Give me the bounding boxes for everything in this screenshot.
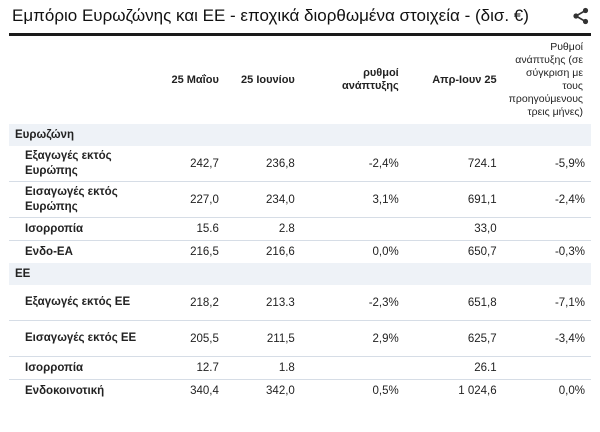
cell: 0,5% (372, 385, 399, 397)
cell: -2,3% (300, 285, 405, 321)
section-title: Ευρωζώνη (9, 124, 591, 146)
cell (300, 356, 405, 380)
cell: -0,3% (554, 246, 585, 258)
table-row: Ενδοκοινοτική 340,4 342,0 0,5% 1 024,6 0… (9, 380, 591, 403)
cell: -2,4% (502, 181, 591, 218)
table-row: Εισαγωγές εκτός ΕΕ 205,5 211,5 2,9% 625,… (9, 320, 591, 357)
cell: 340,4 (190, 385, 219, 397)
cell: 234,0 (224, 181, 301, 218)
column-header (9, 36, 147, 124)
cell: 236,8 (224, 146, 301, 182)
row-label: Εισαγωγές εκτός Ευρώπης (9, 181, 147, 218)
trade-table: 25 Μαΐου 25 Ιουνίου ρυθμοί ανάπτυξης Απρ… (9, 36, 591, 402)
cell: 216,5 (190, 246, 219, 258)
row-label: Ενδο-ΕΑ (25, 245, 73, 258)
section-header: Ευρωζώνη (9, 124, 591, 146)
cell: 205,5 (146, 320, 225, 357)
section-title: ΕΕ (9, 263, 591, 285)
table-row: Εισαγωγές εκτός Ευρώπης 227,0 234,0 3,1%… (9, 181, 591, 218)
cell: 15.6 (146, 217, 225, 241)
cell: 2,9% (300, 320, 405, 357)
cell: 33,0 (404, 217, 503, 241)
header-row: 25 Μαΐου 25 Ιουνίου ρυθμοί ανάπτυξης Απρ… (9, 36, 591, 124)
row-label: Εξαγωγές εκτός ΕΕ (9, 285, 147, 321)
cell: 218,2 (146, 285, 225, 321)
cell: -2,4% (300, 146, 405, 182)
section-header: ΕΕ (9, 263, 591, 285)
cell: 26.1 (404, 356, 503, 380)
cell: 213.3 (224, 285, 301, 321)
column-header: ρυθμοί ανάπτυξης (342, 67, 399, 92)
table-row: Εξαγωγές εκτός ΕΕ 218,2 213.3 -2,3% 651,… (9, 285, 591, 321)
row-label: Εξαγωγές εκτός Ευρώπης (9, 146, 147, 182)
table-row: Ενδο-ΕΑ 216,5 216,6 0,0% 650,7 -0,3% (9, 241, 591, 264)
column-header: Απρ-Ιουν 25 (432, 73, 497, 86)
cell: -3,4% (502, 320, 591, 357)
cell: 342,0 (266, 385, 295, 397)
cell: 12.7 (146, 356, 225, 380)
row-label: Ισορροπία (9, 217, 147, 241)
top-rule (9, 33, 591, 36)
cell: 1.8 (224, 356, 301, 380)
cell: 227,0 (146, 181, 225, 218)
cell: 724.1 (404, 146, 503, 182)
column-header: Ρυθμοί ανάπτυξης (σε σύγκριση με τους πρ… (508, 41, 583, 118)
table-row: Ισορροπία 12.7 1.8 26.1 (9, 356, 591, 380)
column-header: 25 Ιουνίου (241, 73, 295, 86)
row-label: Ισορροπία (9, 356, 147, 380)
column-header: 25 Μαΐου (171, 73, 219, 86)
cell: 651,8 (404, 285, 503, 321)
table-row: Εξαγωγές εκτός Ευρώπης 242,7 236,8 -2,4%… (9, 146, 591, 182)
cell: 2.8 (224, 217, 301, 241)
cell: 625,7 (404, 320, 503, 357)
cell: 0,0% (558, 385, 585, 397)
cell (502, 356, 591, 380)
cell: 211,5 (224, 320, 301, 357)
page-title: Εμπόριο Ευρωζώνης και ΕΕ - εποχικά διορθ… (12, 6, 529, 25)
row-label: Ενδοκοινοτική (25, 384, 105, 397)
cell: -7,1% (502, 285, 591, 321)
cell: 0,0% (372, 246, 399, 258)
cell: 216,6 (266, 246, 295, 258)
cell: -5,9% (502, 146, 591, 182)
cell (502, 217, 591, 241)
cell: 1 024,6 (458, 385, 497, 397)
cell: 242,7 (146, 146, 225, 182)
cell: 691,1 (404, 181, 503, 218)
row-label: Εισαγωγές εκτός ΕΕ (9, 320, 147, 357)
cell: 3,1% (300, 181, 405, 218)
table-row: Ισορροπία 15.6 2.8 33,0 (9, 217, 591, 241)
share-icon[interactable] (572, 7, 590, 25)
cell: 650,7 (467, 246, 497, 258)
cell (300, 217, 405, 241)
